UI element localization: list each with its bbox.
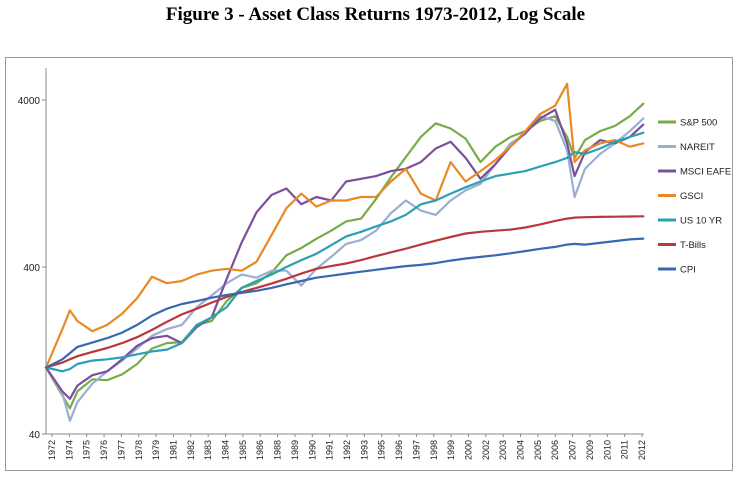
series-line-t-bills [44,215,645,369]
x-tick-label: 1992 [342,440,352,460]
x-tick-label: 2007 [568,440,578,460]
y-tick-label: 40 [29,430,41,441]
x-tick-label: 2011 [620,440,630,459]
legend-label: S&P 500 [680,118,717,129]
chart-legend: S&P 500 NAREIT MSCI EAFE GSCI US 10 YR T-Bill… [658,118,731,276]
figure-title: Figure 3 - Asset Class Returns 1973-2012… [165,4,586,25]
x-tick-label: 1982 [186,440,196,460]
chart-frame: 40 400 4000 1972 1974 1975 1976 1977 1978 1979 198… [5,57,733,471]
x-tick-label: 1991 [325,440,335,460]
x-tick-label: 1984 [221,440,231,460]
line-chart: 40 400 4000 1972 1974 1975 1976 1977 1978 1979 198… [18,68,731,460]
chart-axes: 40 400 4000 1972 1974 1975 1976 1977 1978 1979 198… [18,68,647,460]
x-tick-label: 2012 [637,440,647,460]
x-tick-label: 1981 [168,440,178,460]
x-tick-label: 2003 [498,440,508,460]
x-tick-label: 2004 [516,440,526,460]
x-tick-label: 2002 [481,440,491,460]
series-line-nareit [44,115,645,422]
x-tick-label: 1976 [99,440,109,460]
x-tick-label: 1978 [134,440,144,460]
legend-label: US 10 YR [680,216,722,227]
legend-label: NAREIT [680,142,715,153]
x-tick-label: 1989 [290,440,300,460]
legend-label: MSCI EAFE [680,167,731,178]
series-line-us-10-yr [44,131,645,373]
series-line-gsci [44,82,645,369]
legend-label: GSCI [680,191,703,202]
x-tick-label: 1988 [273,440,283,460]
y-tick-label: 400 [23,263,40,274]
legend-label: T-Bills [680,240,706,251]
x-tick-label: 1998 [429,440,439,460]
series-line-cpi [44,237,645,369]
x-tick-label: 1979 [151,440,161,460]
x-tick-label: 1972 [47,440,57,460]
x-tick-label: 1977 [116,440,126,460]
x-tick-label: 1995 [377,440,387,460]
x-tick-label: 2009 [585,440,595,460]
x-tick-label: 1999 [446,440,456,460]
series-line-msci-eafe [44,108,645,400]
x-tick-label: 2000 [463,440,473,460]
x-tick-label: 1986 [255,440,265,460]
legend-label: CPI [680,265,696,276]
x-tick-label: 1975 [82,440,92,460]
x-tick-label: 2006 [550,440,560,460]
y-tick-label: 4000 [18,96,41,107]
x-tick-label: 1985 [238,440,248,460]
x-tick-label: 2005 [533,440,543,460]
x-tick-label: 1990 [307,440,317,460]
x-tick-label: 2010 [602,440,612,460]
chart-series-lines [44,82,645,422]
x-tick-label: 1974 [64,440,74,460]
series-line-s-p-500 [44,102,645,410]
x-tick-label: 1997 [411,440,421,460]
x-tick-label: 1993 [359,440,369,460]
x-tick-label: 1996 [394,440,404,460]
x-tick-label: 1983 [203,440,213,460]
